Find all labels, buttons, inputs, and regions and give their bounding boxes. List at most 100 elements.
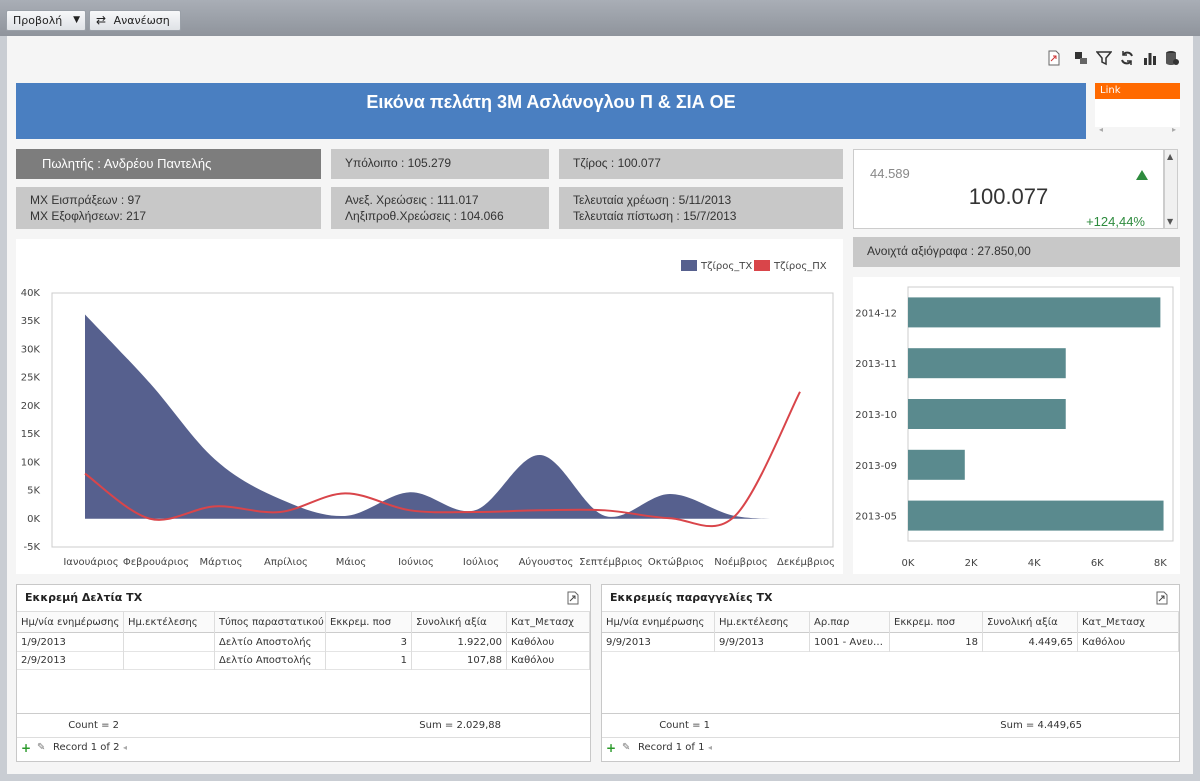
y-tick-label: 40K (21, 288, 41, 299)
edit-icon[interactable]: ✎ (37, 742, 46, 753)
salesman-card: Πωλητής : Ανδρέου Παντελής (16, 149, 321, 179)
sum-summary: Sum = 2.029,88 (419, 720, 501, 731)
y-tick-label: 30K (21, 344, 41, 355)
top-toolbar: Προβολή ▼ ⇄ Ανανέωση (0, 0, 1200, 36)
bar-chart-icon[interactable] (1142, 50, 1158, 66)
x-tick-label: Απρίλιος (264, 556, 308, 568)
x-tick-label: 8K (1154, 558, 1167, 569)
column-header[interactable]: Εκκρεμ. ποσ (326, 612, 412, 634)
refresh-icon[interactable] (1119, 50, 1135, 66)
x-tick-label: 2K (965, 558, 978, 569)
filter-icon[interactable] (1096, 50, 1112, 66)
export-icon[interactable] (1046, 50, 1062, 66)
legend-swatch (681, 260, 697, 271)
open-cheques-text: Ανοιχτά αξιόγραφα : 27.850,00 (867, 244, 1031, 258)
column-header[interactable]: Συνολική αξία (412, 612, 507, 634)
grid-footer: Count = 1 Sum = 4.449,65 (602, 713, 1179, 737)
x-tick-label: 0K (902, 558, 915, 569)
column-header[interactable]: Συνολική αξία (983, 612, 1078, 634)
table-cell: Καθόλου (507, 652, 590, 670)
export-icon[interactable] (567, 591, 580, 605)
y-tick-label: 15K (21, 429, 41, 440)
legend-label: Τζίρος_ΠΧ (773, 260, 827, 272)
x-tick-label: Ιούνιος (398, 556, 434, 568)
column-header[interactable]: Ημ/νία ενημέρωσης (602, 612, 715, 634)
edit-icon[interactable]: ✎ (622, 742, 631, 753)
series-line-turnover-px (84, 391, 801, 528)
y-tick-label: 0K (27, 514, 40, 525)
open-cheques-card: Ανοιχτά αξιόγραφα : 27.850,00 (853, 237, 1180, 267)
column-header[interactable]: Αρ.παρ (810, 612, 890, 634)
column-header[interactable]: Ημ.εκτέλεσης (715, 612, 810, 634)
refresh-button[interactable]: ⇄ Ανανέωση (89, 10, 181, 31)
column-header[interactable]: Κατ_Μετασχ (507, 612, 590, 634)
table-row[interactable]: 9/9/2013 9/9/2013 1001 - Ανευ… 18 4.449,65 Κα… (602, 634, 1179, 652)
layout-icon[interactable] (1073, 50, 1089, 66)
grid-header: Ημ/νία ενημέρωσης Ημ.εκτέλεσης Τύπος παρασ… (17, 611, 590, 634)
link-scroll-arrows[interactable]: ◂ ▸ (1095, 125, 1180, 137)
scroll-left-icon[interactable]: ◂ (708, 743, 713, 752)
record-navigator: + ✎ Record 1 of 1 ◂ (602, 737, 1179, 757)
column-header[interactable]: Ημ/νία ενημέρωσης (17, 612, 124, 634)
table-cell: 1.922,00 (412, 634, 507, 652)
bar (908, 297, 1161, 328)
sum-summary: Sum = 4.449,65 (1000, 720, 1082, 731)
charges-card: Ανεξ. Χρεώσεις : 111.017 Ληξιπροθ.Χρεώσε… (331, 187, 549, 229)
x-tick-label: 4K (1028, 558, 1041, 569)
record-navigator: + ✎ Record 1 of 2 ◂ (17, 737, 590, 757)
page-title-banner: Εικόνα πελάτη 3Μ Ασλάνογλου Π & ΣΙΑ ΟΕ (16, 83, 1086, 139)
balance-text: Υπόλοιπο : 105.279 (345, 156, 452, 170)
link-label[interactable]: Link (1095, 83, 1180, 99)
database-icon[interactable] (1164, 50, 1180, 66)
column-header[interactable]: Κατ_Μετασχ (1078, 612, 1179, 634)
turnover-text: Τζίρος : 100.077 (573, 156, 661, 170)
y-tick-label: 2013-05 (855, 512, 897, 523)
table-cell: 3 (326, 634, 412, 652)
y-tick-label: 2013-11 (855, 359, 897, 370)
avg-payments-text: ΜΧ Εξοφλήσεων: 217 (30, 209, 147, 223)
x-tick-label: Φεβρουάριος (123, 556, 189, 568)
table-cell: Δελτίο Αποστολής (215, 634, 326, 652)
balance-card: Υπόλοιπο : 105.279 (331, 149, 549, 179)
scroll-up-icon[interactable]: ▲ (1167, 152, 1174, 161)
x-tick-label: Σεπτέμβριος (579, 556, 643, 568)
count-summary: Count = 2 (68, 720, 119, 731)
x-tick-label: 6K (1091, 558, 1104, 569)
kpi-scrollbar[interactable]: ▲ ▼ (1164, 149, 1178, 229)
table-cell: 9/9/2013 (602, 634, 715, 652)
column-header[interactable]: Εκκρεμ. ποσ (890, 612, 983, 634)
add-icon[interactable]: + (21, 741, 32, 755)
kpi-main-value: 100.077 (968, 184, 1049, 209)
y-tick-label: -5K (23, 542, 40, 553)
scroll-left-icon[interactable]: ◂ (1099, 125, 1104, 134)
page-title: Εικόνα πελάτη 3Μ Ασλάνογλου Π & ΣΙΑ ΟΕ (366, 92, 736, 112)
bar (908, 348, 1066, 379)
cheques-bar-chart: 0K 2K 4K 6K 8K 2014-12 2013-11 2013-10 2013-09 20… (853, 277, 1180, 574)
export-icon[interactable] (1156, 591, 1169, 605)
salesman-text: Πωλητής : Ανδρέου Παντελής (42, 156, 212, 171)
x-tick-label: Ιανουάριος (63, 556, 118, 568)
pending-orders-grid: Εκκρεμείς παραγγελίες ΤΧ Ημ/νία ενημέρωσ… (601, 584, 1180, 762)
refresh-label: Ανανέωση (113, 14, 170, 27)
add-icon[interactable]: + (606, 741, 617, 755)
scroll-right-icon[interactable]: ▸ (1171, 125, 1176, 134)
avg-receipts-text: ΜΧ Εισπράξεων : 97 (30, 193, 141, 207)
table-cell (124, 634, 215, 652)
y-tick-label: 2013-10 (855, 410, 897, 421)
scroll-down-icon[interactable]: ▼ (1167, 217, 1174, 226)
table-row[interactable]: 1/9/2013 Δελτίο Αποστολής 3 1.922,00 Καθόλου (17, 634, 590, 652)
x-tick-label: Μάρτιος (200, 556, 243, 568)
view-menu-button[interactable]: Προβολή ▼ (6, 10, 86, 31)
averages-card: ΜΧ Εισπράξεων : 97 ΜΧ Εξοφλήσεων: 217 (16, 187, 321, 229)
column-header[interactable]: Τύπος παραστατικού (215, 612, 326, 634)
scroll-left-icon[interactable]: ◂ (123, 743, 128, 752)
column-header[interactable]: Ημ.εκτέλεσης (124, 612, 215, 634)
record-info: Record 1 of 2 (53, 742, 120, 753)
table-cell (124, 652, 215, 670)
table-cell: 1 (326, 652, 412, 670)
y-tick-label: 25K (21, 373, 41, 384)
link-widget[interactable]: Link ◂ ▸ (1095, 83, 1180, 134)
grid-title: Εκκρεμή Δελτία ΤΧ (25, 591, 143, 604)
table-cell: 1/9/2013 (17, 634, 124, 652)
table-row[interactable]: 2/9/2013 Δελτίο Αποστολής 1 107,88 Καθόλου (17, 652, 590, 670)
